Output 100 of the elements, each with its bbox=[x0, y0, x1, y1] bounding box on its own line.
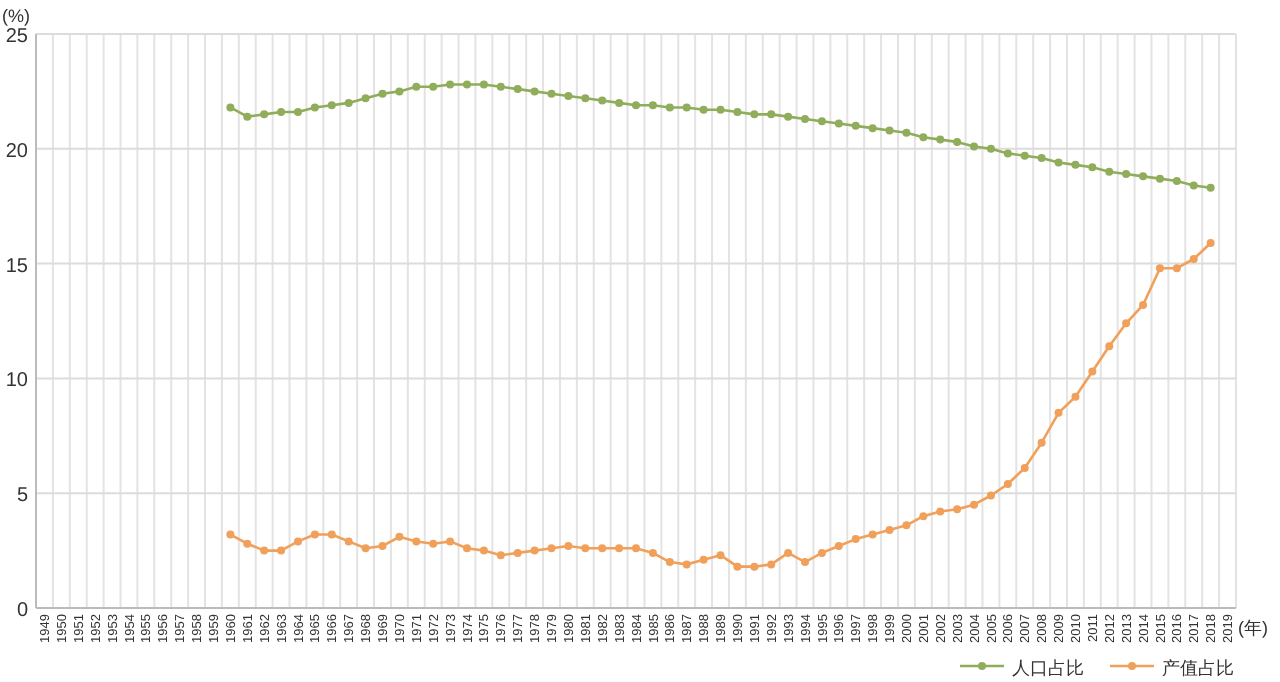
point bbox=[1054, 158, 1063, 167]
point bbox=[327, 101, 336, 110]
y-tick-label: 5 bbox=[16, 485, 29, 508]
point bbox=[716, 105, 725, 114]
point bbox=[1071, 160, 1080, 169]
y-tick-label: 10 bbox=[5, 370, 29, 393]
point bbox=[412, 82, 421, 91]
point bbox=[530, 87, 539, 96]
point bbox=[446, 80, 455, 89]
point bbox=[902, 128, 911, 137]
point bbox=[378, 89, 387, 98]
point bbox=[885, 126, 894, 135]
point bbox=[462, 80, 471, 89]
point bbox=[936, 135, 945, 144]
x-axis-title: (年) bbox=[1238, 618, 1268, 638]
point bbox=[919, 512, 928, 521]
point bbox=[260, 110, 269, 119]
point bbox=[767, 560, 776, 569]
point bbox=[953, 505, 962, 514]
point bbox=[598, 544, 607, 553]
point bbox=[581, 544, 590, 553]
point bbox=[615, 544, 624, 553]
point bbox=[496, 82, 505, 91]
point bbox=[851, 121, 860, 130]
point bbox=[699, 105, 708, 114]
point bbox=[1189, 181, 1198, 190]
point bbox=[327, 530, 336, 539]
point bbox=[1206, 183, 1215, 192]
point bbox=[429, 539, 438, 548]
point bbox=[615, 98, 624, 107]
point bbox=[1088, 163, 1097, 172]
point bbox=[429, 82, 438, 91]
point bbox=[243, 539, 252, 548]
point bbox=[1155, 174, 1164, 183]
point bbox=[1054, 408, 1063, 417]
point bbox=[277, 546, 286, 555]
point bbox=[1105, 167, 1114, 176]
point bbox=[462, 544, 471, 553]
point bbox=[547, 544, 556, 553]
point bbox=[395, 87, 404, 96]
point bbox=[868, 530, 877, 539]
point bbox=[361, 94, 370, 103]
point bbox=[1139, 300, 1148, 309]
point bbox=[1155, 264, 1164, 273]
point bbox=[767, 110, 776, 119]
y-axis-title: (%) bbox=[2, 6, 30, 26]
point bbox=[260, 546, 269, 555]
point bbox=[665, 558, 674, 567]
point bbox=[581, 94, 590, 103]
point bbox=[648, 548, 657, 557]
point bbox=[970, 500, 979, 509]
point bbox=[226, 530, 235, 539]
point bbox=[564, 542, 573, 551]
point bbox=[919, 133, 928, 142]
point bbox=[547, 89, 556, 98]
point bbox=[310, 103, 319, 112]
point bbox=[1003, 480, 1012, 489]
point bbox=[361, 544, 370, 553]
point bbox=[1020, 463, 1029, 472]
point bbox=[632, 101, 640, 110]
point bbox=[1189, 255, 1198, 264]
point bbox=[665, 103, 674, 112]
point bbox=[733, 108, 742, 117]
point bbox=[817, 117, 826, 126]
point bbox=[868, 124, 877, 133]
point bbox=[1020, 151, 1029, 160]
point bbox=[1172, 264, 1181, 273]
point bbox=[986, 491, 995, 500]
point bbox=[817, 548, 826, 557]
point bbox=[513, 548, 522, 557]
point bbox=[310, 530, 319, 539]
point bbox=[1037, 153, 1046, 162]
point bbox=[479, 80, 488, 89]
point bbox=[1037, 438, 1046, 447]
point bbox=[277, 108, 286, 117]
point bbox=[479, 546, 488, 555]
point bbox=[1122, 170, 1131, 179]
point bbox=[496, 551, 505, 560]
point bbox=[1105, 342, 1114, 351]
point bbox=[851, 535, 860, 544]
y-tick-label: 15 bbox=[5, 255, 29, 278]
y-tick-label: 25 bbox=[5, 26, 29, 48]
point bbox=[344, 537, 353, 546]
point bbox=[1003, 149, 1012, 158]
point bbox=[293, 537, 302, 546]
point bbox=[395, 532, 404, 541]
point bbox=[513, 85, 522, 94]
point bbox=[378, 542, 387, 551]
point bbox=[784, 112, 793, 121]
point bbox=[243, 112, 252, 121]
point bbox=[953, 137, 962, 146]
point bbox=[801, 114, 810, 123]
point bbox=[1088, 367, 1097, 376]
point bbox=[564, 91, 573, 100]
point bbox=[1172, 176, 1181, 185]
point bbox=[902, 521, 911, 530]
point bbox=[733, 562, 742, 571]
point bbox=[885, 525, 894, 534]
point bbox=[412, 537, 421, 546]
point bbox=[226, 103, 235, 112]
